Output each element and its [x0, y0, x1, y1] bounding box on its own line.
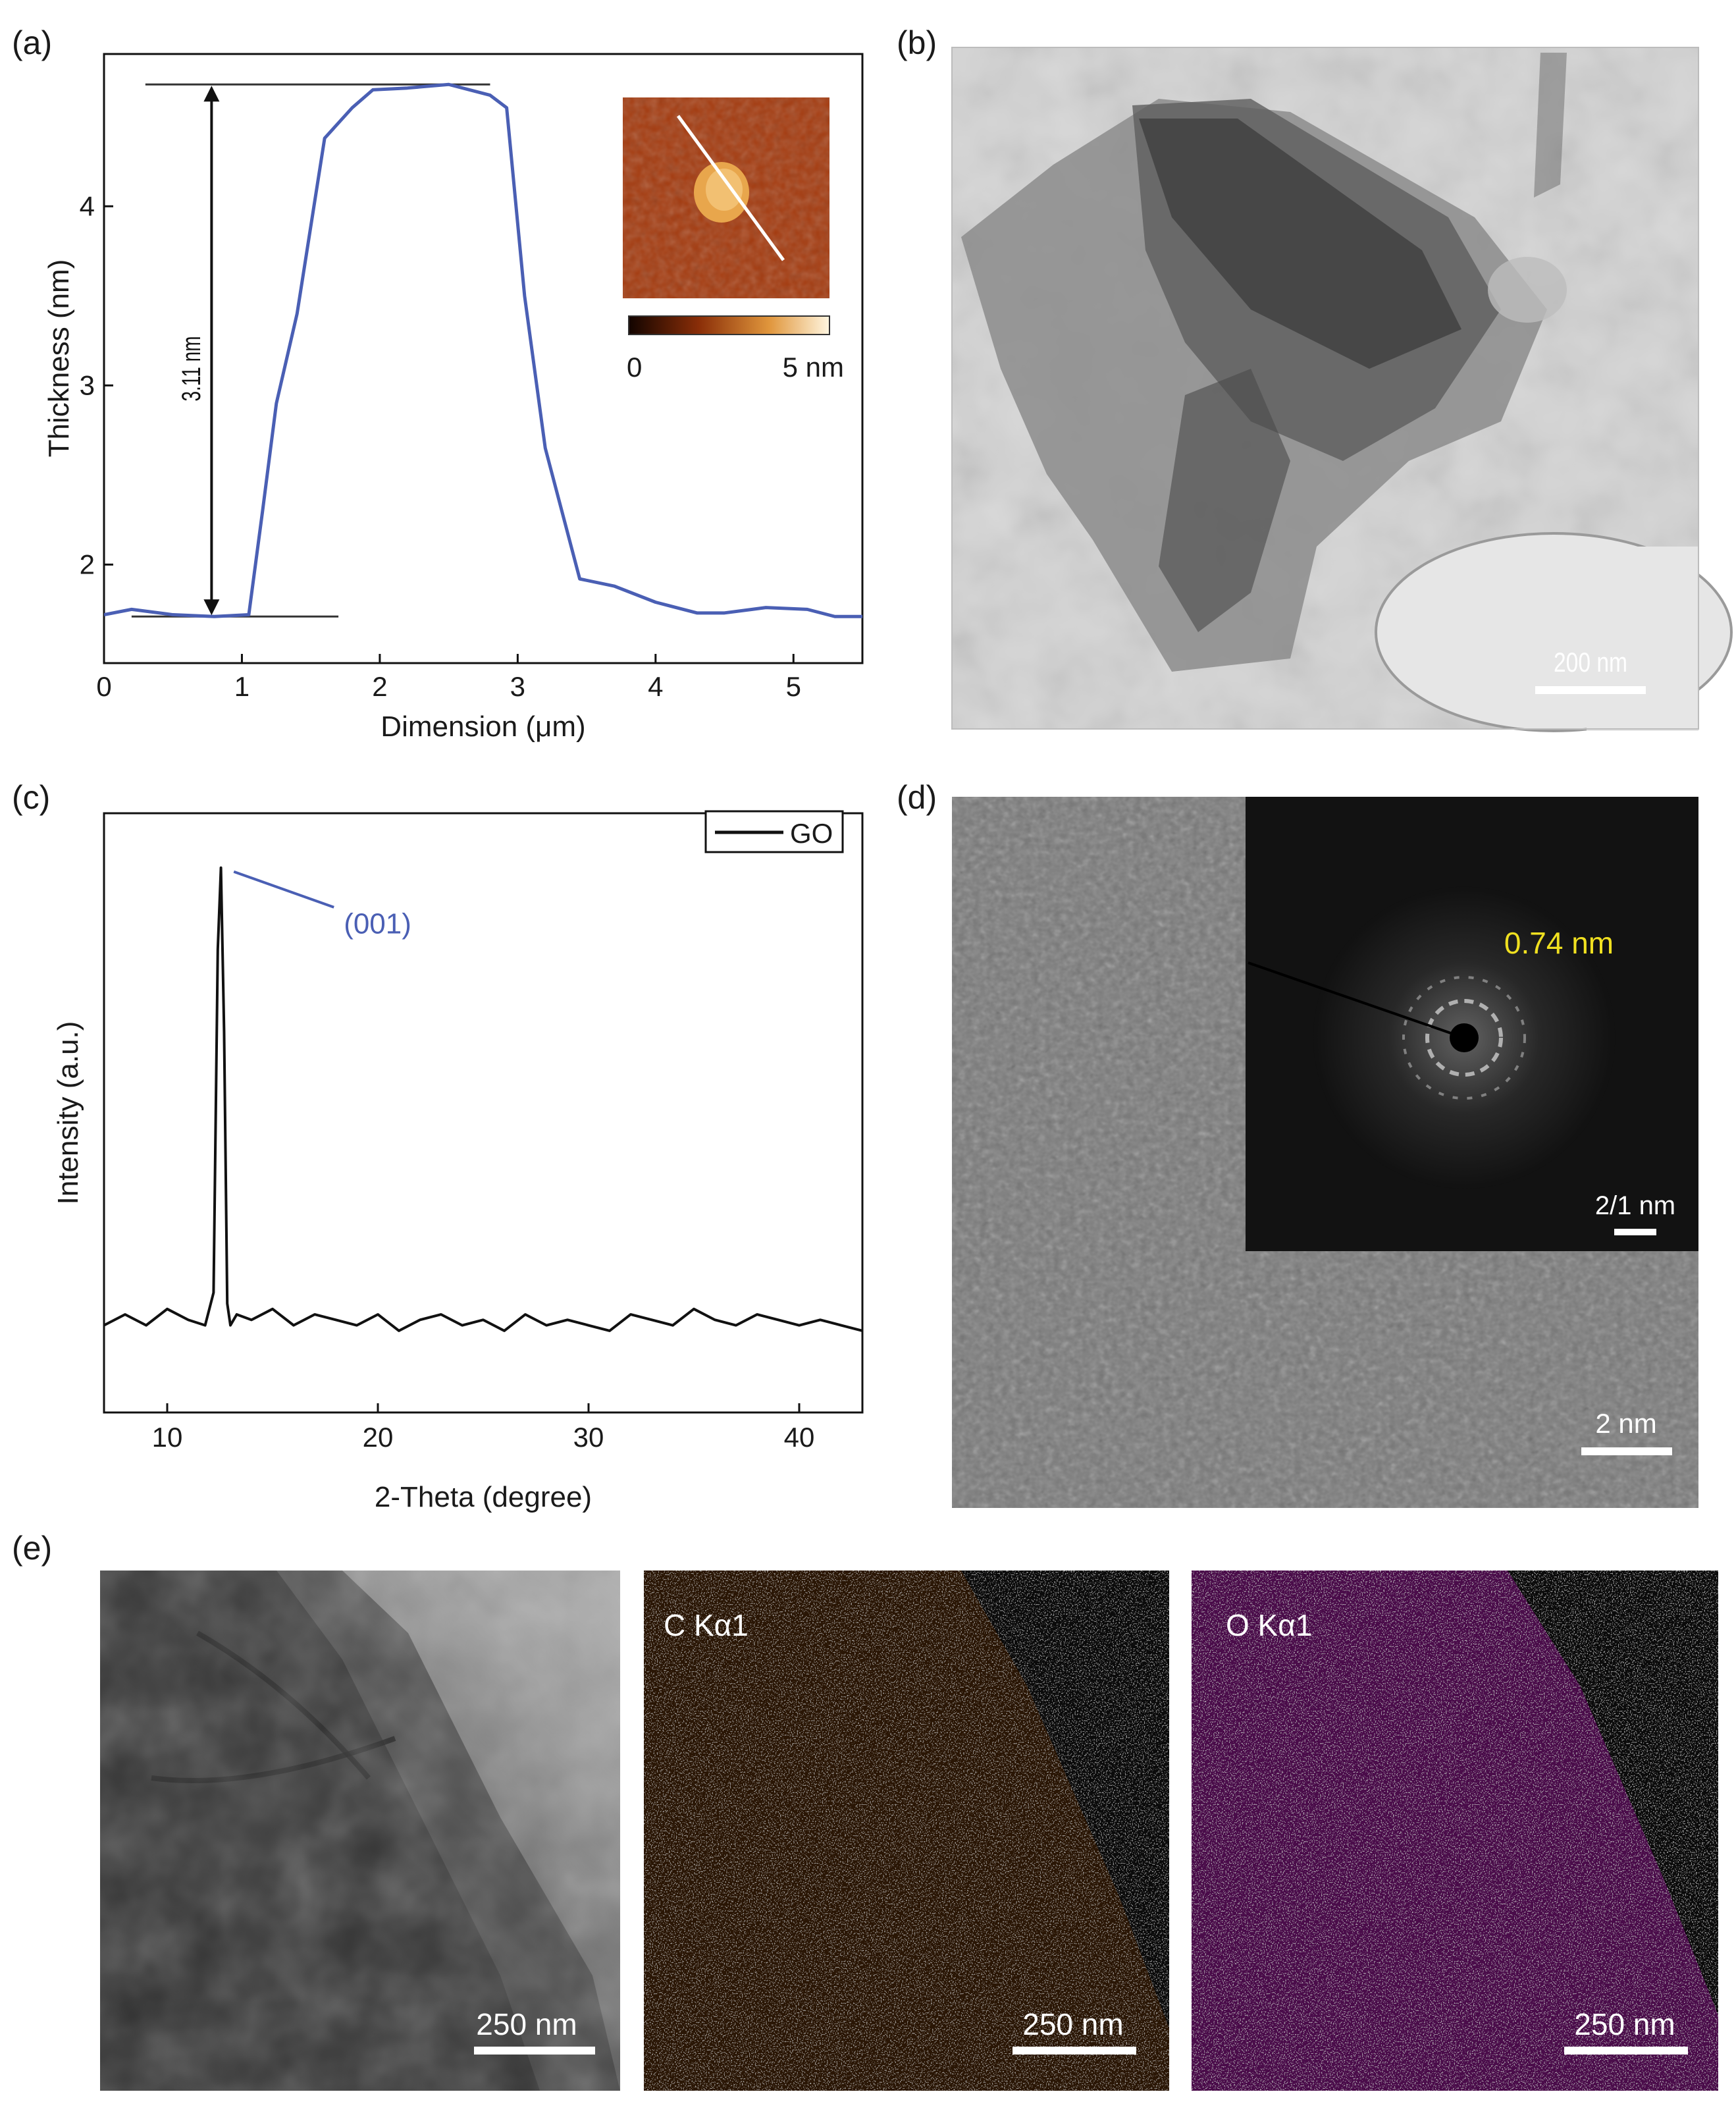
chart-a-xtick-label: 3 — [510, 671, 525, 702]
saed-inset: 0.74 nm 2/1 nm — [1246, 797, 1698, 1251]
chart-c-xtick-label: 10 — [152, 1422, 183, 1453]
chart-a-xlabel: Dimension (μm) — [381, 711, 585, 743]
scalebar-e2-label: 250 nm — [1022, 2007, 1123, 2041]
chart-a-xtick-label: 2 — [372, 671, 387, 702]
tem-image-b: 200 nm — [951, 47, 1733, 732]
chart-a-height-label: 3.11 nm — [177, 336, 206, 401]
eds-map-carbon-label: C Kα1 — [664, 1608, 749, 1642]
chart-c-go-line — [104, 866, 862, 1332]
scalebar-d — [1581, 1447, 1672, 1455]
saed-pointer-line — [1248, 961, 1465, 1039]
chart-a-ytick-label: 3 — [80, 369, 95, 400]
scalebar-e1 — [474, 2047, 595, 2055]
scalebar-e3 — [1564, 2047, 1688, 2055]
chart-a-xtick-label: 0 — [96, 671, 111, 702]
panel-label-e: (e) — [12, 1530, 52, 1567]
afm-colorbar-max: 5 nm — [783, 352, 844, 383]
scalebar-e3-label: 250 nm — [1574, 2007, 1675, 2041]
scalebar-d-inset — [1614, 1229, 1656, 1235]
saed-ring-outer — [1402, 976, 1526, 1100]
afm-colorbar-min: 0 — [627, 352, 642, 383]
chart-c-legend: GO — [704, 810, 844, 853]
chart-a-frame — [103, 53, 864, 664]
chart-a-profile-line — [104, 82, 862, 618]
chart-a-ytick-label: 4 — [80, 190, 95, 221]
panel-label-c: (c) — [12, 779, 50, 816]
chart-c-xtick-label: 20 — [363, 1422, 394, 1453]
scalebar-d-inset-label: 2/1 nm — [1595, 1191, 1675, 1220]
chart-c-xlabel: 2-Theta (degree) — [375, 1481, 592, 1513]
chart-c-peak-label: (001) — [344, 908, 411, 940]
chart-c-peak-leader — [233, 870, 334, 909]
hrtem-image-d: 2 nm 0.74 nm 2/1 nm — [952, 797, 1698, 1508]
chart-a-xtick-label: 1 — [234, 671, 250, 702]
afm-scan-line — [676, 115, 785, 261]
scalebar-e1-label: 250 nm — [476, 2007, 577, 2041]
legend-label-go: GO — [790, 818, 833, 849]
chart-c: 10 20 30 40 (001) GO 2-Theta (degree) Inten… — [52, 810, 864, 1513]
scalebar-e2 — [1013, 2047, 1136, 2055]
afm-inset: 0 5 nm — [623, 97, 844, 383]
eds-map-carbon: C Kα1 250 nm — [644, 1571, 1169, 2091]
panel-label-d: (d) — [897, 779, 937, 816]
scalebar-b-label: 200 nm — [1554, 648, 1627, 678]
chart-a-ticks: 0 1 2 3 4 5 2 3 4 — [80, 190, 801, 702]
chart-a-height-arrow — [203, 86, 220, 616]
chart-c-ylabel: Intensity (a.u.) — [52, 1021, 84, 1205]
chart-a-ytick-label: 2 — [80, 549, 95, 579]
eds-map-oxygen-label: O Kα1 — [1226, 1608, 1312, 1642]
afm-colorbar — [628, 315, 830, 335]
chart-a-xtick-label: 4 — [648, 671, 663, 702]
chart-c-xtick-label: 30 — [573, 1422, 604, 1453]
panel-label-b: (b) — [897, 24, 937, 61]
chart-a-ylabel: Thickness (nm) — [43, 259, 75, 458]
tem-b-frame — [951, 47, 1699, 730]
scalebar-d-label: 2 nm — [1595, 1408, 1656, 1439]
chart-a-xtick-label: 5 — [786, 671, 801, 702]
panel-label-a: (a) — [12, 24, 52, 61]
saed-ring-inner — [1425, 999, 1503, 1077]
eds-image-bright-field: 250 nm — [100, 1571, 620, 2091]
scalebar-b — [1535, 686, 1646, 694]
eds-map-oxygen: O Kα1 250 nm — [1192, 1571, 1718, 2091]
chart-c-ticks: 10 20 30 40 — [152, 1403, 815, 1453]
chart-c-frame — [103, 812, 864, 1414]
saed-annotation: 0.74 nm — [1504, 926, 1614, 960]
chart-c-xtick-label: 40 — [784, 1422, 815, 1453]
